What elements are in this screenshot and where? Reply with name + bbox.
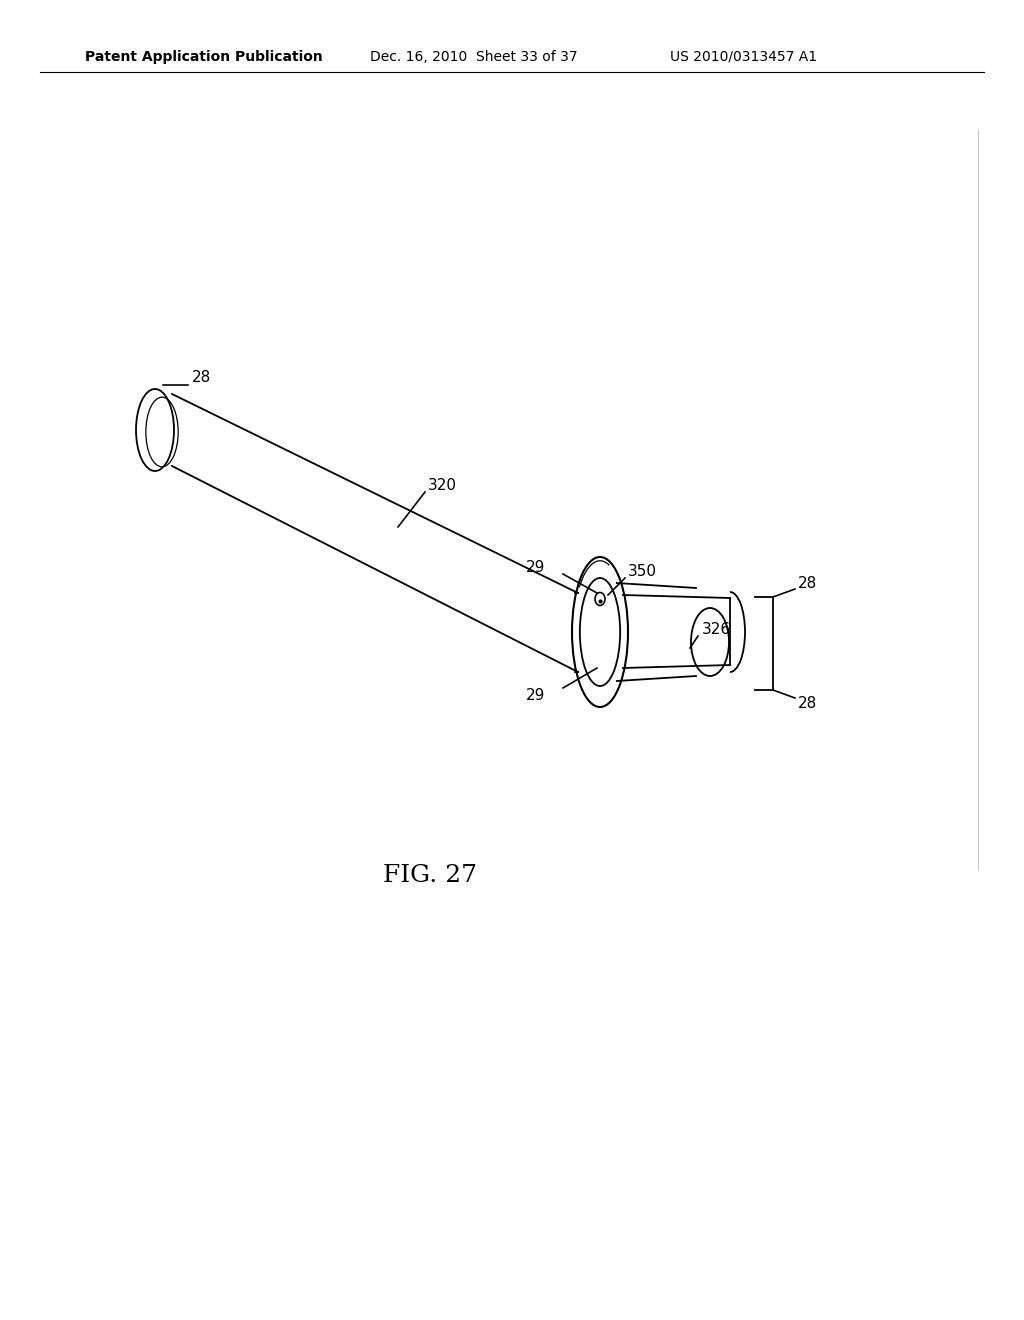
Text: 28: 28 [798,697,817,711]
Text: US 2010/0313457 A1: US 2010/0313457 A1 [670,50,817,63]
Text: 28: 28 [193,371,211,385]
Text: Patent Application Publication: Patent Application Publication [85,50,323,63]
Text: Dec. 16, 2010  Sheet 33 of 37: Dec. 16, 2010 Sheet 33 of 37 [370,50,578,63]
Text: 326: 326 [702,622,731,636]
Text: FIG. 27: FIG. 27 [383,863,477,887]
Text: 29: 29 [525,560,545,574]
Text: 28: 28 [798,576,817,590]
Text: 320: 320 [428,478,457,492]
Text: 29: 29 [525,689,545,704]
Text: 350: 350 [628,565,657,579]
